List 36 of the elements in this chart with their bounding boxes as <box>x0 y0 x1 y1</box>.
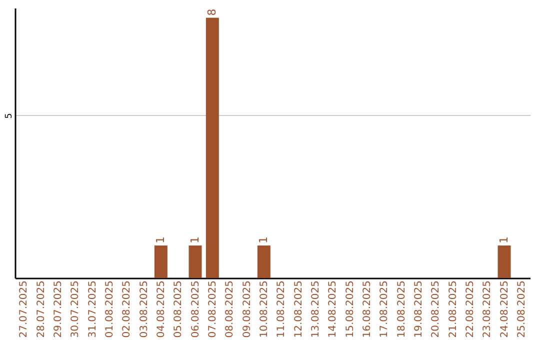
x-tick-label: 15.08.2025 <box>344 280 356 338</box>
data-label: 1 <box>256 236 270 244</box>
x-tick-label: 31.07.2025 <box>87 280 98 338</box>
x-tick-label: 03.08.2025 <box>138 280 150 338</box>
data-label: 8 <box>205 8 218 16</box>
x-tick-label: 27.07.2025 <box>18 280 30 338</box>
x-tick-label: 13.08.2025 <box>310 280 322 338</box>
x-tick-label: 16.08.2025 <box>362 280 373 338</box>
x-tick-label: 05.08.2025 <box>173 280 184 338</box>
x-tick-label: 30.07.2025 <box>70 280 82 338</box>
x-tick-label: 18.08.2025 <box>396 280 408 338</box>
x-tick-label: 22.08.2025 <box>464 280 476 338</box>
x-tick-label: 28.07.2025 <box>36 280 47 338</box>
x-tick-label: 02.08.2025 <box>122 280 133 338</box>
x-tick-label: 20.08.2025 <box>430 280 442 338</box>
x-tick-label: 19.08.2025 <box>413 280 424 338</box>
x-tick-label: 04.08.2025 <box>156 280 167 338</box>
x-tick-label: 01.08.2025 <box>104 280 116 338</box>
x-tick-label: 10.08.2025 <box>258 280 270 338</box>
x-tick-label: 06.08.2025 <box>190 280 202 338</box>
data-label: 1 <box>188 236 202 244</box>
x-tick-label: 25.08.2025 <box>516 280 528 338</box>
x-tick-label: 17.08.2025 <box>379 280 390 338</box>
x-tick-label: 14.08.2025 <box>328 280 339 338</box>
x-tick-label: 09.08.2025 <box>242 280 253 338</box>
data-label: 1 <box>497 236 510 244</box>
x-tick-label: 29.07.2025 <box>52 280 64 338</box>
y-tick-label: 5 <box>4 112 14 119</box>
x-tick-label: 08.08.2025 <box>224 280 236 338</box>
x-tick-label: 12.08.2025 <box>293 280 304 338</box>
x-tick-label: 11.08.2025 <box>276 280 288 338</box>
data-label: 1 <box>154 236 167 244</box>
x-tick-label: 23.08.2025 <box>482 280 494 338</box>
x-tick-label: 24.08.2025 <box>499 280 510 338</box>
x-tick-label: 07.08.2025 <box>207 280 218 338</box>
x-tick-label: 21.08.2025 <box>448 280 459 338</box>
